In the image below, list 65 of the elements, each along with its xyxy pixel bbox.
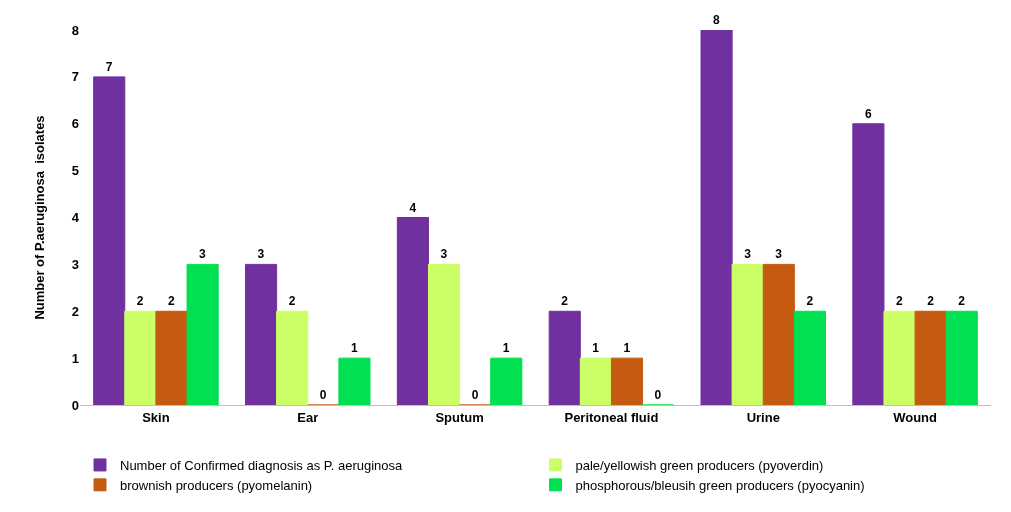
data-label: 6 xyxy=(864,106,872,121)
data-label: 3 xyxy=(440,247,448,262)
bar xyxy=(427,263,461,405)
bar xyxy=(548,310,581,405)
data-label: 8 xyxy=(713,13,721,27)
y-tick-label: 0 xyxy=(71,397,79,413)
y-tick-label: 3 xyxy=(71,256,79,272)
data-label: 2 xyxy=(806,294,814,309)
x-tick-label: Sputum xyxy=(435,409,484,425)
bar xyxy=(914,310,947,405)
y-tick-label: 6 xyxy=(71,116,79,132)
x-tick-label: Ear xyxy=(297,409,319,425)
data-label: 3 xyxy=(199,247,207,262)
bar xyxy=(731,263,764,405)
data-label: 4 xyxy=(409,200,417,215)
data-label: 2 xyxy=(896,294,904,309)
x-tick-label: Skin xyxy=(142,409,170,425)
bar xyxy=(338,357,371,405)
bar xyxy=(579,357,612,405)
legend-label: brownish producers (pyomelanin) xyxy=(120,477,313,493)
data-label: 2 xyxy=(561,294,569,309)
bar xyxy=(883,310,916,405)
y-tick-label: 2 xyxy=(71,303,79,319)
data-label: 2 xyxy=(136,294,144,309)
bar xyxy=(93,76,126,405)
y-tick-label: 4 xyxy=(71,210,80,226)
data-label: 2 xyxy=(958,294,966,309)
data-label: 1 xyxy=(623,341,631,356)
bar xyxy=(852,123,885,405)
bar xyxy=(124,310,157,405)
legend-label: pale/yellowish green producers (pyoverdin) xyxy=(575,458,824,474)
bar xyxy=(155,310,188,405)
data-label: 7 xyxy=(105,59,113,74)
data-label: 3 xyxy=(744,247,752,262)
data-label: 1 xyxy=(502,341,510,356)
y-tick-label: 1 xyxy=(71,350,79,366)
x-tick-label: Peritoneal fluid xyxy=(564,409,659,425)
legend-label: phosphorous/bleusih green producers (pyocyanin) xyxy=(575,477,865,493)
bar xyxy=(762,263,795,405)
data-label: 3 xyxy=(775,247,783,262)
bar xyxy=(186,263,219,405)
data-label: 0 xyxy=(319,388,327,402)
y-tick-label: 7 xyxy=(71,69,79,85)
legend-label: Number of Confirmed diagnosis as P. aeruginosa xyxy=(120,458,404,474)
data-label: 2 xyxy=(927,294,935,309)
y-tick-label: 8 xyxy=(71,22,79,38)
bar xyxy=(610,357,644,405)
data-label: 2 xyxy=(288,294,296,309)
bar xyxy=(793,310,826,405)
x-tick-label: Urine xyxy=(746,409,780,425)
bar xyxy=(276,310,309,405)
y-axis-title: Number of P.aeruginosa isolates xyxy=(32,115,47,320)
bar xyxy=(490,357,523,405)
data-label: 3 xyxy=(257,247,265,262)
data-label: 1 xyxy=(350,341,358,356)
bar xyxy=(396,217,429,405)
data-label: 2 xyxy=(167,294,175,309)
data-label: 0 xyxy=(654,388,662,402)
y-tick-label: 5 xyxy=(71,163,79,179)
bar xyxy=(700,30,733,405)
data-label: 1 xyxy=(592,341,600,356)
data-label: 0 xyxy=(471,388,479,402)
x-tick-label: Wound xyxy=(893,409,938,425)
bar xyxy=(245,263,278,405)
bar xyxy=(945,310,978,405)
